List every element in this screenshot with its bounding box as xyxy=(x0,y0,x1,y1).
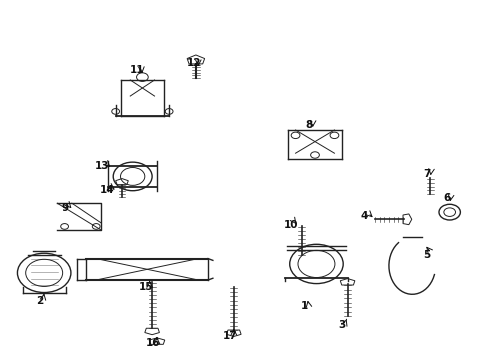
Text: 4: 4 xyxy=(360,211,367,221)
Text: 2: 2 xyxy=(36,296,43,306)
Text: 9: 9 xyxy=(61,203,68,213)
Text: 14: 14 xyxy=(100,185,115,195)
Text: 13: 13 xyxy=(95,161,109,171)
Text: 11: 11 xyxy=(130,65,144,75)
Text: 16: 16 xyxy=(145,338,160,348)
Text: 5: 5 xyxy=(422,250,429,260)
Text: 17: 17 xyxy=(222,331,237,341)
Text: 1: 1 xyxy=(300,301,307,311)
Text: 8: 8 xyxy=(305,120,312,130)
Text: 6: 6 xyxy=(443,193,450,203)
Text: 15: 15 xyxy=(138,282,153,292)
Text: 7: 7 xyxy=(423,169,430,179)
Text: 3: 3 xyxy=(337,320,345,330)
Text: 10: 10 xyxy=(283,220,297,230)
Text: 12: 12 xyxy=(187,58,201,68)
